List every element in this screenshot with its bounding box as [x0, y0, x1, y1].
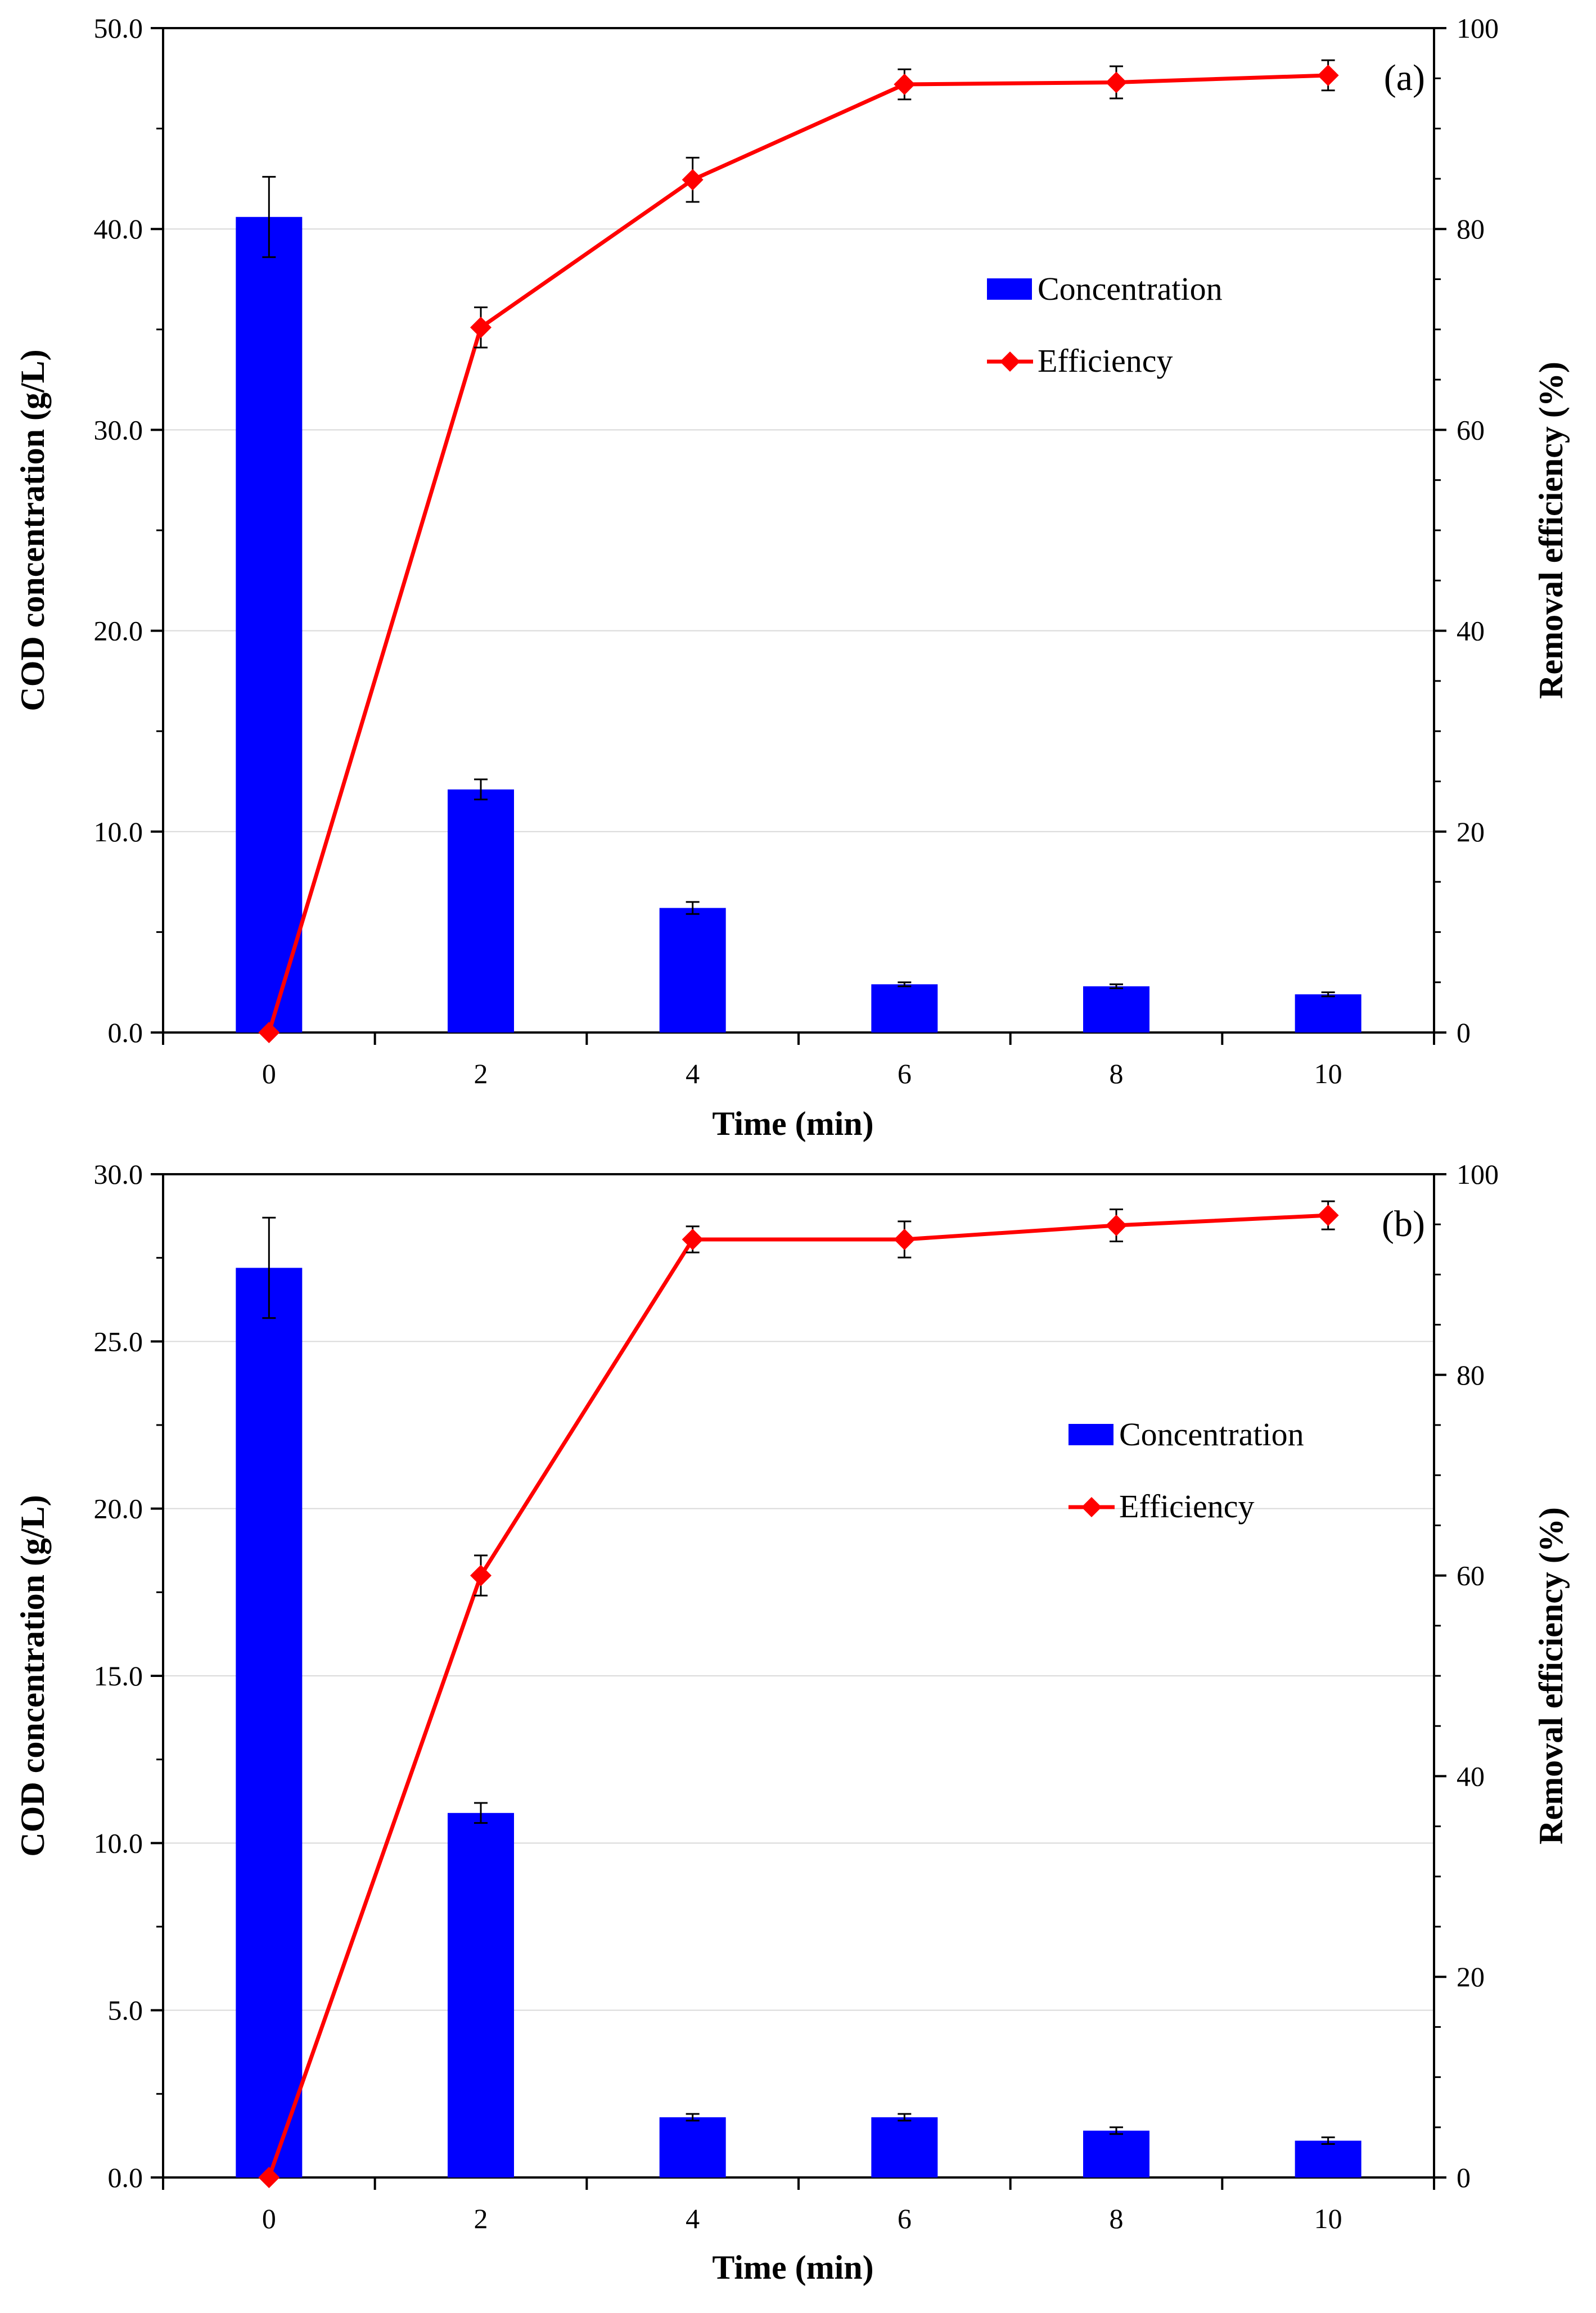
legend-swatch-concentration — [1068, 1424, 1113, 1445]
panel-label: (b) — [1382, 1203, 1425, 1245]
bar — [448, 1812, 514, 2177]
y2-tick-label: 100 — [1457, 1158, 1499, 1190]
efficiency-marker — [894, 1228, 916, 1250]
efficiency-line — [267, 1213, 1328, 2179]
y2-tick-label: 0 — [1457, 2162, 1471, 2193]
x-tick-label: 10 — [1314, 2203, 1342, 2234]
legend-swatch-concentration — [987, 278, 1032, 300]
bar — [1083, 2130, 1149, 2177]
y2-tick-label: 60 — [1457, 414, 1485, 445]
y-tick-label: 10.0 — [94, 816, 143, 847]
efficiency-line — [267, 73, 1328, 1034]
bar — [1295, 2140, 1361, 2177]
x-tick-label: 4 — [686, 1058, 700, 1089]
y-tick-label: 0.0 — [108, 2162, 143, 2193]
x-tick-label: 2 — [474, 1058, 488, 1089]
efficiency-marker — [894, 74, 916, 96]
y-tick-label: 5.0 — [108, 1995, 143, 2026]
y-tick-label: 15.0 — [94, 1660, 143, 1692]
efficiency-marker — [470, 317, 492, 339]
efficiency-marker — [1106, 71, 1127, 93]
y2-tick-label: 60 — [1457, 1560, 1485, 1591]
efficiency-marker — [258, 2167, 280, 2188]
y-tick-label: 25.0 — [94, 1325, 143, 1357]
x-tick-label: 2 — [474, 2203, 488, 2234]
x-tick-label: 8 — [1110, 1058, 1124, 1089]
legend-marker-efficiency — [1000, 351, 1020, 372]
y2-tick-label: 80 — [1457, 213, 1485, 245]
y-axis-title: COD concentration (g/L) — [14, 1495, 51, 1856]
efficiency-marker — [1106, 1214, 1127, 1236]
y2-tick-label: 20 — [1457, 1961, 1485, 1992]
x-tick-label: 0 — [262, 2203, 276, 2234]
efficiency-marker — [1317, 1205, 1339, 1227]
y-tick-label: 0.0 — [108, 1017, 143, 1048]
chart-panel-a: 0.0 10.0 20.0 30.0 40.0 50.0 0 20 40 60 80 100 0 2 4 6 8… — [14, 12, 1570, 1142]
y2-tick-label: 0 — [1457, 1017, 1471, 1048]
bar — [1083, 986, 1149, 1032]
y-tick-label: 30.0 — [94, 1158, 143, 1190]
chart-panel-b: 0.0 5.0 10.0 15.0 20.0 25.0 30.0 0 20 40 60 80 100 0 2… — [14, 1158, 1570, 2286]
legend-label-concentration: Concentration — [1038, 270, 1223, 307]
panel-label: (a) — [1384, 57, 1425, 98]
y-tick-label: 10.0 — [94, 1827, 143, 1859]
x-tick-label: 4 — [686, 2203, 700, 2234]
y2-tick-label: 100 — [1457, 12, 1499, 44]
y2-tick-label: 40 — [1457, 1760, 1485, 1792]
y-tick-label: 30.0 — [94, 414, 143, 445]
bar — [871, 2117, 938, 2177]
bar — [236, 1268, 303, 2177]
efficiency-marker — [258, 1022, 280, 1043]
efficiency-marker — [470, 1564, 492, 1586]
x-tick-label: 8 — [1110, 2203, 1124, 2234]
y2-axis-title: Removal efficiency (%) — [1532, 1507, 1570, 1845]
y-axis-title: COD concentration (g/L) — [14, 349, 51, 711]
legend-label-efficiency: Efficiency — [1038, 342, 1173, 379]
efficiency-marker — [1317, 64, 1339, 86]
legend-label-efficiency: Efficiency — [1119, 1488, 1254, 1525]
bar — [659, 2117, 726, 2177]
y-tick-label: 40.0 — [94, 213, 143, 245]
x-tick-label: 6 — [898, 2203, 912, 2234]
bar — [448, 789, 514, 1032]
x-tick-label: 0 — [262, 1058, 276, 1089]
y-tick-label: 20.0 — [94, 615, 143, 647]
efficiency-marker — [682, 1228, 704, 1250]
legend-label-concentration: Concentration — [1119, 1416, 1304, 1453]
bar — [659, 908, 726, 1032]
x-axis-title: Time (min) — [712, 2249, 873, 2286]
legend-marker-efficiency — [1081, 1497, 1102, 1517]
bar — [871, 984, 938, 1032]
bar — [236, 217, 303, 1032]
y2-tick-label: 20 — [1457, 816, 1485, 847]
x-tick-label: 10 — [1314, 1058, 1342, 1089]
y2-axis-title: Removal efficiency (%) — [1532, 362, 1570, 699]
y-tick-label: 20.0 — [94, 1493, 143, 1525]
x-tick-label: 6 — [898, 1058, 912, 1089]
x-axis-title: Time (min) — [712, 1105, 873, 1142]
y-tick-label: 50.0 — [94, 12, 143, 44]
efficiency-marker — [682, 169, 704, 191]
y2-tick-label: 40 — [1457, 615, 1485, 647]
y2-tick-label: 80 — [1457, 1359, 1485, 1391]
bar — [1295, 994, 1361, 1032]
plot-frame — [162, 27, 1435, 1034]
